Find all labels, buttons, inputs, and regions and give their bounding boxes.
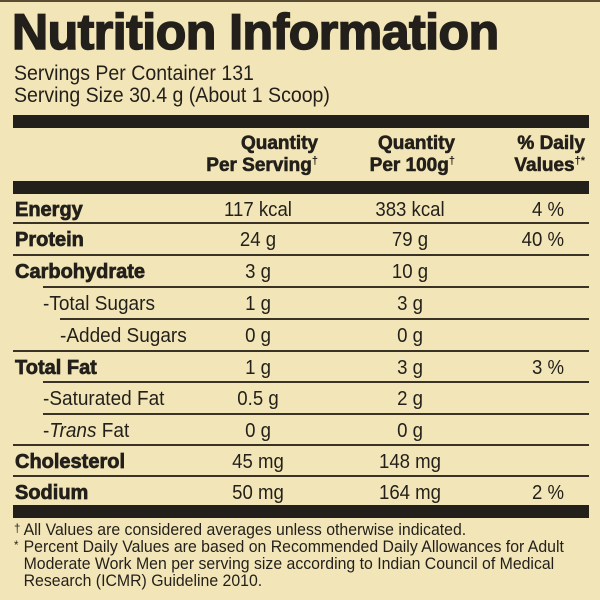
row-divider (13, 350, 589, 352)
header-per-serving: Quantity Per Serving† (187, 133, 318, 177)
nutrient-name: Total Fat (15, 357, 98, 380)
table-row-sodium: Sodium 50 mg 164 mg 2 % (0, 477, 600, 507)
footnotes: † All Values are considered averages unl… (14, 521, 571, 590)
top-border (0, 0, 600, 2)
footnote-dagger: † All Values are considered averages unl… (14, 521, 571, 539)
dagger-mark: † (311, 155, 318, 167)
row-divider (43, 381, 589, 383)
nutrient-name: Carbohydrate (15, 261, 146, 284)
header-per-100g: Quantity Per 100g† (340, 133, 455, 177)
servings-per-container: Servings Per Container 131 (14, 62, 254, 85)
per-serving-value: 3 g (245, 261, 271, 283)
footnote-asterisk: * Percent Daily Values are based on Reco… (14, 538, 571, 590)
header-per-100g-line2-wrap: Per 100g† (340, 155, 455, 177)
row-divider (13, 444, 589, 446)
header-per-100g-line2: Per 100g (369, 155, 449, 177)
nutrient-name: Sodium (15, 482, 89, 505)
header-per-serving-line2: Per Serving (206, 155, 312, 177)
table-row-cholesterol: Cholesterol 45 mg 148 mg (0, 446, 600, 477)
per-100g-value: 3 g (397, 293, 423, 315)
trans-fat-suffix: Fat (96, 420, 130, 442)
table-row-saturated-fat: -Saturated Fat 0.5 g 2 g (0, 383, 600, 415)
per-serving-value: 117 kcal (224, 199, 292, 221)
table-row-total-sugars: -Total Sugars 1 g 3 g (0, 288, 600, 320)
nutrient-name: -Added Sugars (60, 325, 187, 347)
row-divider (13, 475, 589, 477)
per-100g-value: 148 mg (378, 451, 442, 473)
footnote-text: Percent Daily Values are based on Recomm… (23, 538, 564, 590)
dagger-mark: † (14, 521, 21, 535)
per-100g-value: 3 g (397, 357, 423, 379)
table-row-protein: Protein 24 g 79 g 40 % (0, 224, 600, 256)
per-serving-value: 1 g (245, 293, 271, 315)
per-serving-value: 24 g (239, 229, 277, 251)
per-serving-value: 0 g (245, 325, 271, 347)
bottom-thick-rule (13, 505, 589, 518)
nutrient-name: -Trans Fat (43, 418, 129, 444)
header-daily-values-line2: Values (514, 155, 575, 177)
table-row-trans-fat: -Trans Fat 0 g 0 g (0, 415, 600, 446)
nutrient-name: Protein (15, 229, 85, 252)
row-divider (13, 222, 589, 224)
per-100g-value: 0 g (397, 420, 423, 442)
header-daily-values-line2-wrap: Values†* (470, 155, 585, 177)
per-100g-value: 164 mg (378, 482, 442, 504)
trans-fat-prefix: - (43, 420, 50, 442)
header-per-100g-line1: Quantity (377, 133, 456, 155)
row-divider (13, 254, 589, 256)
nutrient-name: -Total Sugars (43, 293, 155, 315)
header-per-serving-line2-wrap: Per Serving† (187, 155, 318, 177)
per-serving-value: 0 g (245, 420, 271, 442)
daily-value: 4 % (531, 199, 564, 221)
row-divider (43, 286, 589, 288)
daily-value: 2 % (531, 482, 564, 504)
label-title: Nutrition Information (11, 3, 500, 61)
table-row-total-fat: Total Fat 1 g 3 g 3 % (0, 352, 600, 383)
header-per-serving-line1: Quantity (240, 133, 319, 155)
per-100g-value: 2 g (397, 388, 423, 410)
per-serving-value: 50 mg (232, 482, 284, 504)
footnote-text: All Values are considered averages unles… (23, 521, 467, 539)
per-serving-value: 1 g (245, 357, 271, 379)
per-serving-value: 0.5 g (237, 388, 279, 410)
row-divider (43, 413, 589, 415)
top-thick-rule (13, 115, 589, 128)
per-serving-value: 45 mg (232, 451, 284, 473)
daily-value: 40 % (521, 229, 564, 251)
per-100g-value: 10 g (391, 261, 429, 283)
daily-value: 3 % (531, 357, 564, 379)
header-daily-values: % Daily Values†* (470, 133, 585, 177)
table-row-carbohydrate: Carbohydrate 3 g 10 g (0, 256, 600, 288)
per-100g-value: 383 kcal (375, 199, 445, 221)
asterisk-mark: * (14, 538, 19, 552)
dagger-asterisk-mark: †* (574, 155, 585, 167)
row-divider (60, 318, 589, 320)
nutrient-name: Energy (15, 199, 84, 222)
header-daily-values-line1: % Daily (517, 133, 585, 155)
dagger-mark: † (448, 155, 455, 167)
header-thick-rule (13, 181, 589, 194)
table-row-energy: Energy 117 kcal 383 kcal 4 % (0, 194, 600, 224)
serving-size: Serving Size 30.4 g (About 1 Scoop) (14, 84, 330, 107)
trans-fat-italic: Trans (49, 420, 97, 442)
per-100g-value: 0 g (397, 325, 423, 347)
nutrient-table: Energy 117 kcal 383 kcal 4 % Protein 24 … (0, 194, 600, 507)
nutrient-name: -Saturated Fat (43, 388, 165, 410)
nutrient-name: Cholesterol (15, 451, 126, 474)
table-row-added-sugars: -Added Sugars 0 g 0 g (0, 320, 600, 352)
per-100g-value: 79 g (391, 229, 429, 251)
